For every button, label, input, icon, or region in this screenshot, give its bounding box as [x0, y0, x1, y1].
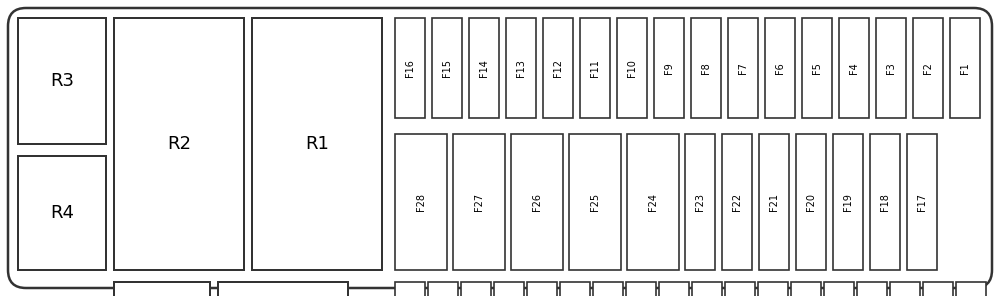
Text: F12: F12 — [553, 59, 563, 77]
Bar — [923, 282, 953, 296]
Text: F3: F3 — [886, 62, 896, 74]
Bar — [627, 134, 679, 270]
Bar — [252, 18, 382, 270]
Bar — [870, 134, 900, 270]
Bar — [569, 134, 621, 270]
Text: F8: F8 — [701, 62, 711, 74]
Bar — [114, 282, 210, 296]
Bar — [728, 18, 758, 118]
Bar — [722, 134, 752, 270]
Text: F10: F10 — [627, 59, 637, 77]
Bar — [593, 282, 623, 296]
Text: R3: R3 — [50, 72, 74, 90]
Bar — [802, 18, 832, 118]
Bar — [494, 282, 524, 296]
Bar — [543, 18, 573, 118]
Bar — [759, 134, 789, 270]
Bar — [395, 18, 425, 118]
Bar — [506, 18, 536, 118]
Bar — [913, 18, 943, 118]
Text: R1: R1 — [305, 135, 329, 153]
Text: F6: F6 — [775, 62, 785, 74]
Text: F27: F27 — [474, 193, 484, 211]
Bar — [114, 18, 244, 270]
Bar — [824, 282, 854, 296]
Bar — [617, 18, 647, 118]
Bar — [692, 282, 722, 296]
Bar — [395, 282, 425, 296]
Bar — [791, 282, 821, 296]
Text: F4: F4 — [849, 62, 859, 74]
Text: F19: F19 — [843, 193, 853, 211]
Bar — [876, 18, 906, 118]
Bar — [560, 282, 590, 296]
Bar — [956, 282, 986, 296]
Bar — [654, 18, 684, 118]
Bar — [395, 134, 447, 270]
Bar — [626, 282, 656, 296]
Text: F24: F24 — [648, 193, 658, 211]
Text: F22: F22 — [732, 193, 742, 211]
Bar — [580, 18, 610, 118]
Bar — [950, 18, 980, 118]
Text: F13: F13 — [516, 59, 526, 77]
Text: F18: F18 — [880, 193, 890, 211]
Text: F15: F15 — [442, 59, 452, 77]
Bar — [691, 18, 721, 118]
FancyBboxPatch shape — [8, 8, 992, 288]
Text: R4: R4 — [50, 204, 74, 222]
Bar — [839, 18, 869, 118]
Bar — [796, 134, 826, 270]
Text: F9: F9 — [664, 62, 674, 74]
Bar — [907, 134, 937, 270]
Text: F23: F23 — [695, 193, 705, 211]
Text: F25: F25 — [590, 193, 600, 211]
Bar — [833, 134, 863, 270]
Bar — [857, 282, 887, 296]
Bar — [758, 282, 788, 296]
Text: F16: F16 — [405, 59, 415, 77]
Bar — [428, 282, 458, 296]
Bar — [432, 18, 462, 118]
Bar — [218, 282, 348, 296]
Bar — [18, 18, 106, 144]
Bar — [659, 282, 689, 296]
Bar — [453, 134, 505, 270]
Bar — [765, 18, 795, 118]
Bar — [725, 282, 755, 296]
Bar — [469, 18, 499, 118]
Text: F28: F28 — [416, 193, 426, 211]
Bar — [461, 282, 491, 296]
Text: F21: F21 — [769, 193, 779, 211]
Text: F7: F7 — [738, 62, 748, 74]
Bar — [527, 282, 557, 296]
Text: F20: F20 — [806, 193, 816, 211]
Text: F26: F26 — [532, 193, 542, 211]
Text: F2: F2 — [923, 62, 933, 74]
Text: F1: F1 — [960, 62, 970, 74]
Text: F17: F17 — [917, 193, 927, 211]
Bar — [511, 134, 563, 270]
Text: F11: F11 — [590, 59, 600, 77]
Text: R2: R2 — [167, 135, 191, 153]
Bar — [685, 134, 715, 270]
Bar — [18, 156, 106, 270]
Text: F5: F5 — [812, 62, 822, 74]
Bar — [890, 282, 920, 296]
Text: F14: F14 — [479, 59, 489, 77]
